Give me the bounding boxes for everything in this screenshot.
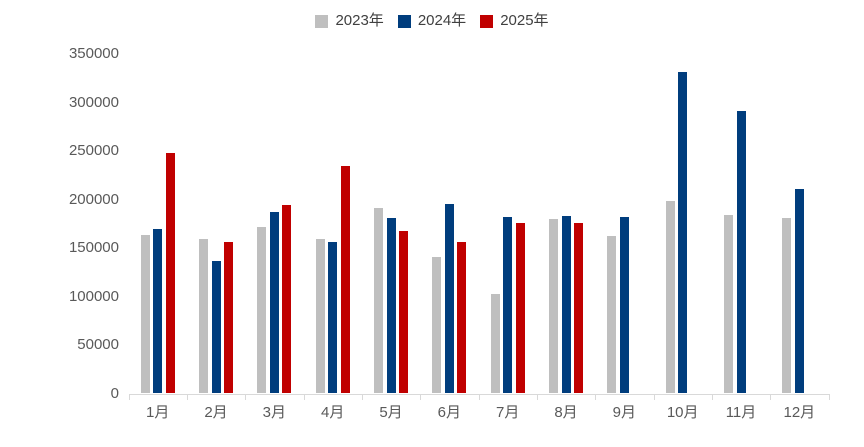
x-axis-category-label: 7月 — [495, 404, 520, 421]
x-axis-tick — [420, 394, 421, 400]
bar-2024年-6月 — [444, 204, 454, 394]
y-axis-tick-label: 200000 — [68, 190, 119, 208]
bar-2024年-10月 — [678, 72, 688, 394]
legend-label-2024: 2024年 — [417, 12, 467, 29]
bar-2023年-11月 — [724, 215, 733, 394]
bar-2023年-4月 — [315, 239, 325, 394]
bar-2023年-12月 — [782, 217, 792, 394]
legend-item-2024: 2024年 — [397, 12, 467, 30]
x-axis-tick — [712, 394, 713, 400]
bar-2024年-9月 — [619, 216, 629, 394]
bar-2023年-5月 — [374, 208, 383, 394]
y-axis-tick-label: 50000 — [77, 336, 119, 353]
legend-label-2025: 2025年 — [500, 12, 549, 29]
x-axis-tick — [187, 394, 188, 400]
bar-2023年-1月 — [140, 235, 150, 394]
bar-2024年-4月 — [328, 242, 338, 394]
bar-2023年-9月 — [607, 236, 617, 394]
x-axis-tick — [654, 394, 655, 400]
x-axis-category-label: 9月 — [612, 404, 636, 421]
legend-swatch-2024-icon — [397, 14, 411, 28]
bar-2025年-5月 — [399, 230, 408, 394]
bar-2023年-3月 — [257, 226, 267, 394]
x-axis-tick — [245, 394, 246, 400]
x-axis-category-label: 6月 — [437, 404, 461, 421]
bar-2025年-2月 — [224, 242, 233, 394]
y-axis-tick-label: 350000 — [68, 45, 119, 62]
bar-2025年-7月 — [515, 222, 525, 394]
legend-label-2023: 2023年 — [335, 12, 384, 29]
chart-legend: 2023年 2024年 2025年 — [0, 12, 864, 30]
bar-2023年-7月 — [490, 293, 500, 394]
x-axis-category-label: 5月 — [379, 404, 403, 421]
bar-2023年-8月 — [549, 218, 558, 394]
legend-item-2025: 2025年 — [480, 12, 549, 30]
bar-2024年-5月 — [386, 217, 396, 394]
legend-swatch-2023-icon — [315, 14, 329, 28]
y-axis-tick-label: 150000 — [68, 239, 119, 256]
bar-2025年-4月 — [340, 165, 350, 394]
x-axis-tick — [304, 394, 305, 400]
x-axis-category-label: 12月 — [783, 404, 816, 421]
y-axis-tick-label: 250000 — [68, 142, 119, 159]
y-axis-tick-label: 0 — [110, 384, 119, 402]
legend-item-2023: 2023年 — [315, 12, 384, 30]
legend-swatch-2025-icon — [480, 14, 494, 28]
bar-2024年-8月 — [561, 215, 571, 394]
bar-2025年-3月 — [282, 205, 292, 394]
x-axis-line — [128, 394, 829, 395]
y-axis-tick-label: 100000 — [68, 287, 119, 305]
bar-2023年-2月 — [199, 239, 208, 394]
x-axis-tick — [829, 394, 830, 400]
x-axis-tick — [362, 394, 363, 400]
bar-2025年-6月 — [457, 242, 467, 394]
y-axis-tick-label: 300000 — [68, 93, 119, 111]
x-axis-category-label: 8月 — [554, 404, 578, 421]
x-axis-category-label: 1月 — [145, 404, 170, 421]
x-axis-tick — [770, 394, 771, 400]
bar-2024年-3月 — [269, 212, 279, 394]
x-axis-category-label: 11月 — [725, 404, 757, 421]
bar-2023年-10月 — [665, 201, 675, 394]
bar-2024年-1月 — [153, 228, 163, 394]
bar-2023年-6月 — [432, 256, 442, 394]
bar-2024年-12月 — [794, 188, 804, 394]
bar-2025年-1月 — [165, 152, 175, 394]
x-axis-tick — [595, 394, 596, 400]
bar-2024年-11月 — [736, 111, 746, 394]
x-axis-category-label: 3月 — [262, 404, 286, 421]
x-axis-category-label: 4月 — [320, 404, 345, 421]
x-axis-category-label: 2月 — [204, 404, 228, 421]
bar-2024年-2月 — [211, 260, 221, 394]
x-axis-category-label: 10月 — [666, 404, 699, 421]
bar-2024年-7月 — [503, 216, 513, 394]
x-axis-tick — [537, 394, 538, 400]
bar-2025年-8月 — [574, 222, 583, 394]
x-axis-tick — [479, 394, 480, 400]
x-axis-tick — [129, 394, 130, 400]
